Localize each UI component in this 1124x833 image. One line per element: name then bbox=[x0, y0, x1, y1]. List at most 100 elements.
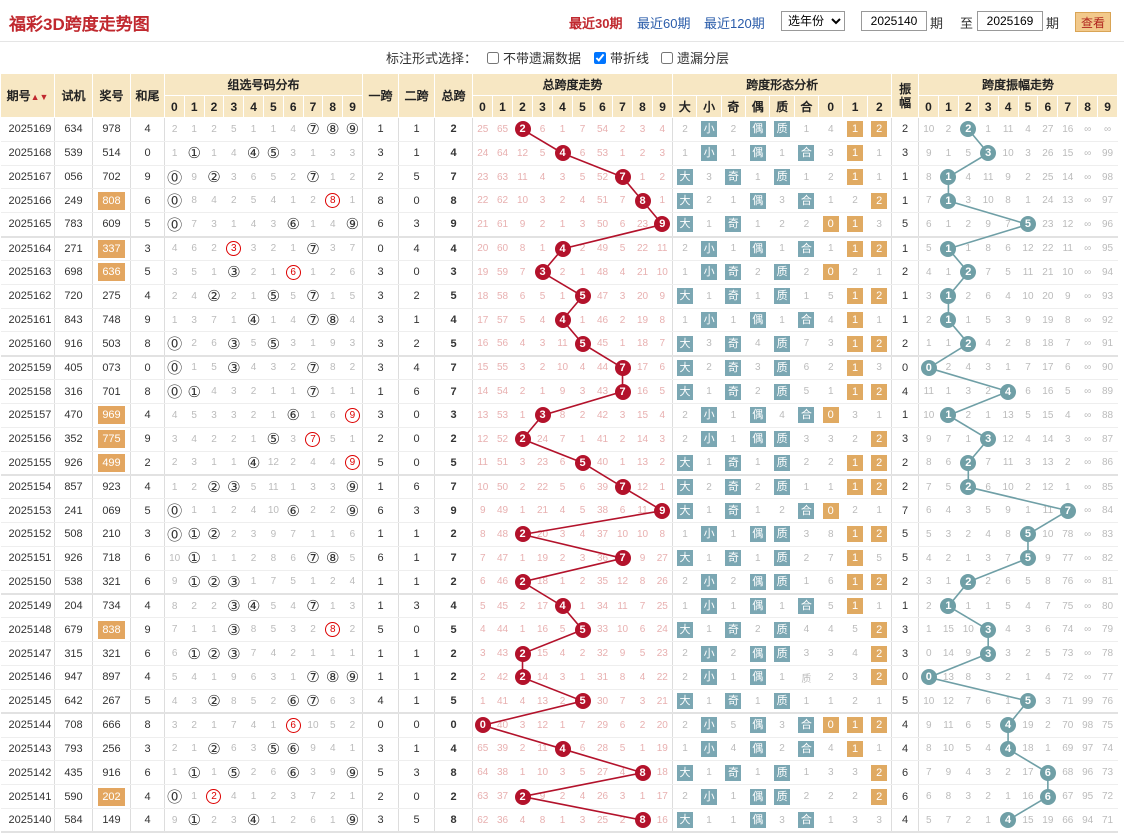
col-issue[interactable]: 期号▲▼ bbox=[0, 73, 55, 118]
option-no-miss-checkbox[interactable] bbox=[487, 51, 499, 64]
amp-miss: 6 bbox=[985, 481, 991, 493]
trend-cell: 8 bbox=[552, 403, 573, 428]
form-miss: 4 bbox=[754, 338, 761, 350]
group-cell: 2 bbox=[342, 713, 364, 738]
span2-cell-text: 0 bbox=[413, 433, 420, 446]
view-button[interactable]: 查看 bbox=[1075, 12, 1111, 32]
amp-trend-cell: 8 bbox=[938, 784, 959, 810]
prize-cell: 275 bbox=[92, 284, 131, 309]
form-sub-header: 质 bbox=[769, 95, 795, 118]
group-miss: 3 bbox=[270, 362, 277, 374]
amp-ball: 1 bbox=[940, 598, 957, 615]
amp-trend-cell: ∞ bbox=[1077, 403, 1098, 428]
trend-cell: 40 bbox=[492, 713, 513, 738]
trend-cell: 15 bbox=[632, 403, 653, 428]
group-miss: 5 bbox=[250, 195, 257, 207]
option-polyline-checkbox[interactable] bbox=[594, 51, 606, 64]
group-hit: ⓪ bbox=[167, 336, 183, 354]
option-no-miss[interactable]: 不带遗漏数据 bbox=[487, 48, 581, 67]
amp-miss: 6 bbox=[945, 457, 952, 469]
group-cell: ② bbox=[204, 737, 224, 762]
amp-trend-cell: 9 bbox=[918, 713, 939, 738]
amp-miss: 3 bbox=[1025, 147, 1031, 159]
amp-trend-cell: 26 bbox=[1037, 141, 1058, 166]
total-span-cell: 9 bbox=[434, 212, 474, 238]
amp-trend-cell: 98 bbox=[1077, 713, 1098, 738]
trend-miss: 37 bbox=[596, 528, 609, 540]
option-miss-layer[interactable]: 遗漏分层 bbox=[661, 48, 729, 67]
year-select[interactable]: 选年份 bbox=[781, 11, 845, 31]
amp-trend-cell: 13 bbox=[938, 665, 959, 690]
sumtail-cell-text: 0 bbox=[144, 361, 151, 374]
start-issue-input[interactable] bbox=[861, 11, 927, 31]
form-tag: 奇 bbox=[725, 288, 742, 305]
amp-trend-cell: 90 bbox=[1097, 355, 1118, 381]
test-cell-text: 241 bbox=[64, 504, 83, 517]
group-cell: ④ bbox=[243, 808, 264, 833]
group-cell: ⑦ bbox=[303, 236, 323, 261]
group-cell: 5 bbox=[263, 165, 284, 190]
form-cell: 质 bbox=[769, 641, 795, 667]
amp-trend-cell: 13 bbox=[1037, 451, 1058, 476]
form-cell: 3 bbox=[818, 331, 843, 357]
total-span-cell-text: 5 bbox=[450, 623, 457, 636]
group-hit: 8 bbox=[325, 622, 341, 638]
amp-miss: 95 bbox=[1102, 243, 1114, 255]
form-miss: 2 bbox=[852, 791, 858, 803]
trend-cell: 3 bbox=[532, 188, 553, 214]
amp-digit-header: 4 bbox=[997, 95, 1019, 118]
option-polyline[interactable]: 带折线 bbox=[594, 48, 649, 67]
amp-trend-cell: ∞ bbox=[1077, 546, 1098, 571]
end-issue-input[interactable] bbox=[977, 11, 1043, 31]
test-cell: 857 bbox=[54, 474, 93, 500]
group-hit: 8 bbox=[325, 193, 341, 209]
group-hit: ② bbox=[207, 573, 221, 591]
group-digit-header: 3 bbox=[223, 95, 245, 118]
group-cell: 2 bbox=[263, 236, 284, 261]
nav-recent-60[interactable]: 最近60期 bbox=[637, 16, 691, 31]
group-miss: 1 bbox=[329, 600, 336, 612]
amp-trend-cell: 6 bbox=[978, 284, 999, 309]
test-cell-text: 315 bbox=[64, 647, 83, 660]
form-cell: 1 bbox=[867, 141, 893, 166]
form-cell: 奇 bbox=[721, 617, 746, 643]
trend-cell: 7 bbox=[612, 379, 633, 404]
group-hit: 6 bbox=[285, 264, 301, 280]
group-hit: ① bbox=[187, 145, 201, 163]
issue-cell: 2025155 bbox=[0, 451, 55, 476]
sumtail-cell-text: 8 bbox=[144, 385, 151, 398]
form-tag: 合 bbox=[798, 192, 815, 209]
trend-digit-header: 7 bbox=[612, 95, 634, 118]
sort-icon[interactable]: ▲▼ bbox=[30, 92, 49, 102]
amp-trend-cell: 7 bbox=[918, 474, 939, 500]
group-miss: 2 bbox=[310, 505, 316, 517]
total-span-cell: 5 bbox=[434, 617, 474, 643]
option-miss-layer-checkbox[interactable] bbox=[661, 51, 673, 64]
form-tag: 2 bbox=[871, 479, 888, 496]
trend-cell: 26 bbox=[592, 784, 613, 810]
amp-miss: 14 bbox=[1062, 171, 1074, 183]
trend-miss: 3 bbox=[619, 290, 626, 302]
nav-recent-30[interactable]: 最近30期 bbox=[569, 16, 623, 31]
group-digit-header: 1 bbox=[183, 95, 205, 118]
trend-cell: 4 bbox=[652, 403, 674, 428]
form-miss: 2 bbox=[827, 362, 834, 374]
total-span-cell: 5 bbox=[434, 331, 474, 357]
amp-miss: 3 bbox=[985, 767, 991, 779]
form-cell: 2 bbox=[672, 427, 697, 452]
amp-trend-cell: 73 bbox=[1097, 760, 1118, 786]
amp-ball: 6 bbox=[1039, 788, 1056, 805]
group-miss: 2 bbox=[290, 457, 296, 469]
amp-miss: ∞ bbox=[1084, 433, 1092, 445]
group-cell: ⓪ bbox=[164, 379, 185, 404]
amp-ball: 5 bbox=[1019, 693, 1036, 710]
group-miss: 1 bbox=[270, 719, 277, 731]
nav-recent-120[interactable]: 最近120期 bbox=[704, 16, 765, 31]
amp-ball: 5 bbox=[1019, 526, 1036, 543]
amp-ball: 2 bbox=[960, 454, 977, 471]
total-span-cell: 2 bbox=[434, 641, 474, 667]
trend-cell: 5 bbox=[572, 165, 593, 190]
form-tag: 1 bbox=[847, 717, 864, 734]
amp-miss: 2 bbox=[985, 386, 991, 398]
amp-miss: 9 bbox=[1045, 552, 1051, 564]
